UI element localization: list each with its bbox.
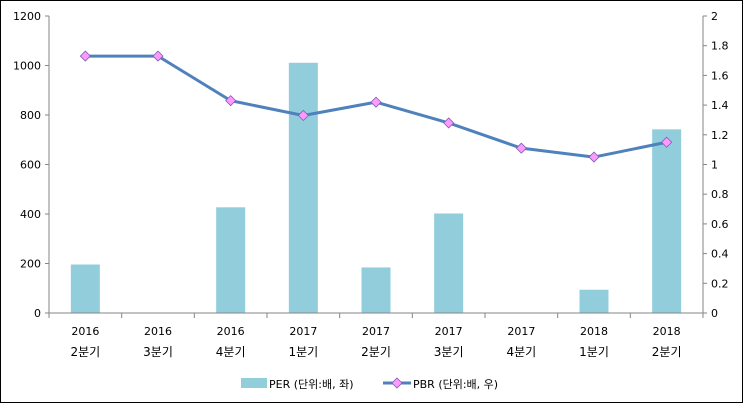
per-bar [652, 129, 682, 313]
right-tick-label: 1.2 [711, 129, 729, 142]
right-tick-label: 0 [711, 307, 718, 320]
left-tick-label: 400 [20, 208, 41, 221]
right-tick-label: 1.6 [711, 69, 729, 82]
right-tick-label: 0.6 [711, 218, 729, 231]
per-bar [579, 289, 609, 313]
left-tick-label: 800 [20, 109, 41, 122]
x-tick-label-quarter: 3분기 [434, 345, 464, 359]
left-tick-label: 200 [20, 258, 41, 271]
right-tick-label: 0.2 [711, 277, 729, 290]
right-tick-label: 2 [711, 10, 718, 23]
x-tick-label-year: 2018 [580, 325, 608, 338]
right-tick-label: 1.8 [711, 40, 729, 53]
pbr-point [297, 109, 309, 122]
x-tick-label-quarter: 1분기 [288, 345, 318, 359]
pbr-point [79, 50, 91, 62]
per-bar [434, 213, 464, 313]
pbr-point [370, 96, 382, 108]
legend-per-label: PER (단위:배, 좌) [269, 378, 354, 391]
x-tick-label-year: 2017 [507, 325, 535, 338]
x-tick-label-quarter: 1분기 [579, 345, 609, 359]
right-tick-label: 0.8 [711, 188, 729, 201]
x-tick-label-year: 2017 [435, 325, 463, 338]
x-tick-label-quarter: 2분기 [70, 345, 100, 359]
per-bar [216, 207, 246, 313]
legend-pbr-marker [391, 377, 403, 389]
x-tick-label-quarter: 4분기 [216, 345, 246, 359]
x-tick-label-year: 2017 [362, 325, 390, 338]
left-tick-label: 1200 [13, 10, 41, 23]
right-tick-label: 1.4 [711, 99, 729, 112]
x-tick-label-quarter: 3분기 [143, 345, 173, 359]
legend-per-swatch [241, 378, 267, 388]
x-tick-label-year: 2016 [217, 325, 245, 338]
x-tick-label-year: 2017 [289, 325, 317, 338]
pbr-point [225, 95, 237, 107]
x-tick-label-year: 2016 [71, 325, 99, 338]
per-bar [288, 62, 318, 314]
right-tick-label: 1 [711, 159, 718, 172]
left-tick-label: 1000 [13, 60, 41, 73]
pbr-point [661, 136, 673, 148]
x-tick-label-quarter: 2분기 [652, 345, 682, 359]
pbr-point [152, 50, 164, 62]
per-bar [361, 267, 391, 313]
x-tick-label-quarter: 4분기 [506, 345, 536, 359]
x-tick-label-year: 2018 [653, 325, 681, 338]
pbr-point [588, 151, 600, 163]
left-tick-label: 600 [20, 159, 41, 172]
right-tick-label: 0.4 [711, 248, 729, 261]
left-tick-label: 0 [34, 307, 41, 320]
pbr-point [443, 117, 455, 129]
legend-pbr-label: PBR (단위:배, 우) [413, 378, 498, 391]
per-bar [70, 264, 100, 313]
x-tick-label-quarter: 2분기 [361, 345, 391, 359]
x-tick-label-year: 2016 [144, 325, 172, 338]
pbr-point [515, 142, 527, 154]
